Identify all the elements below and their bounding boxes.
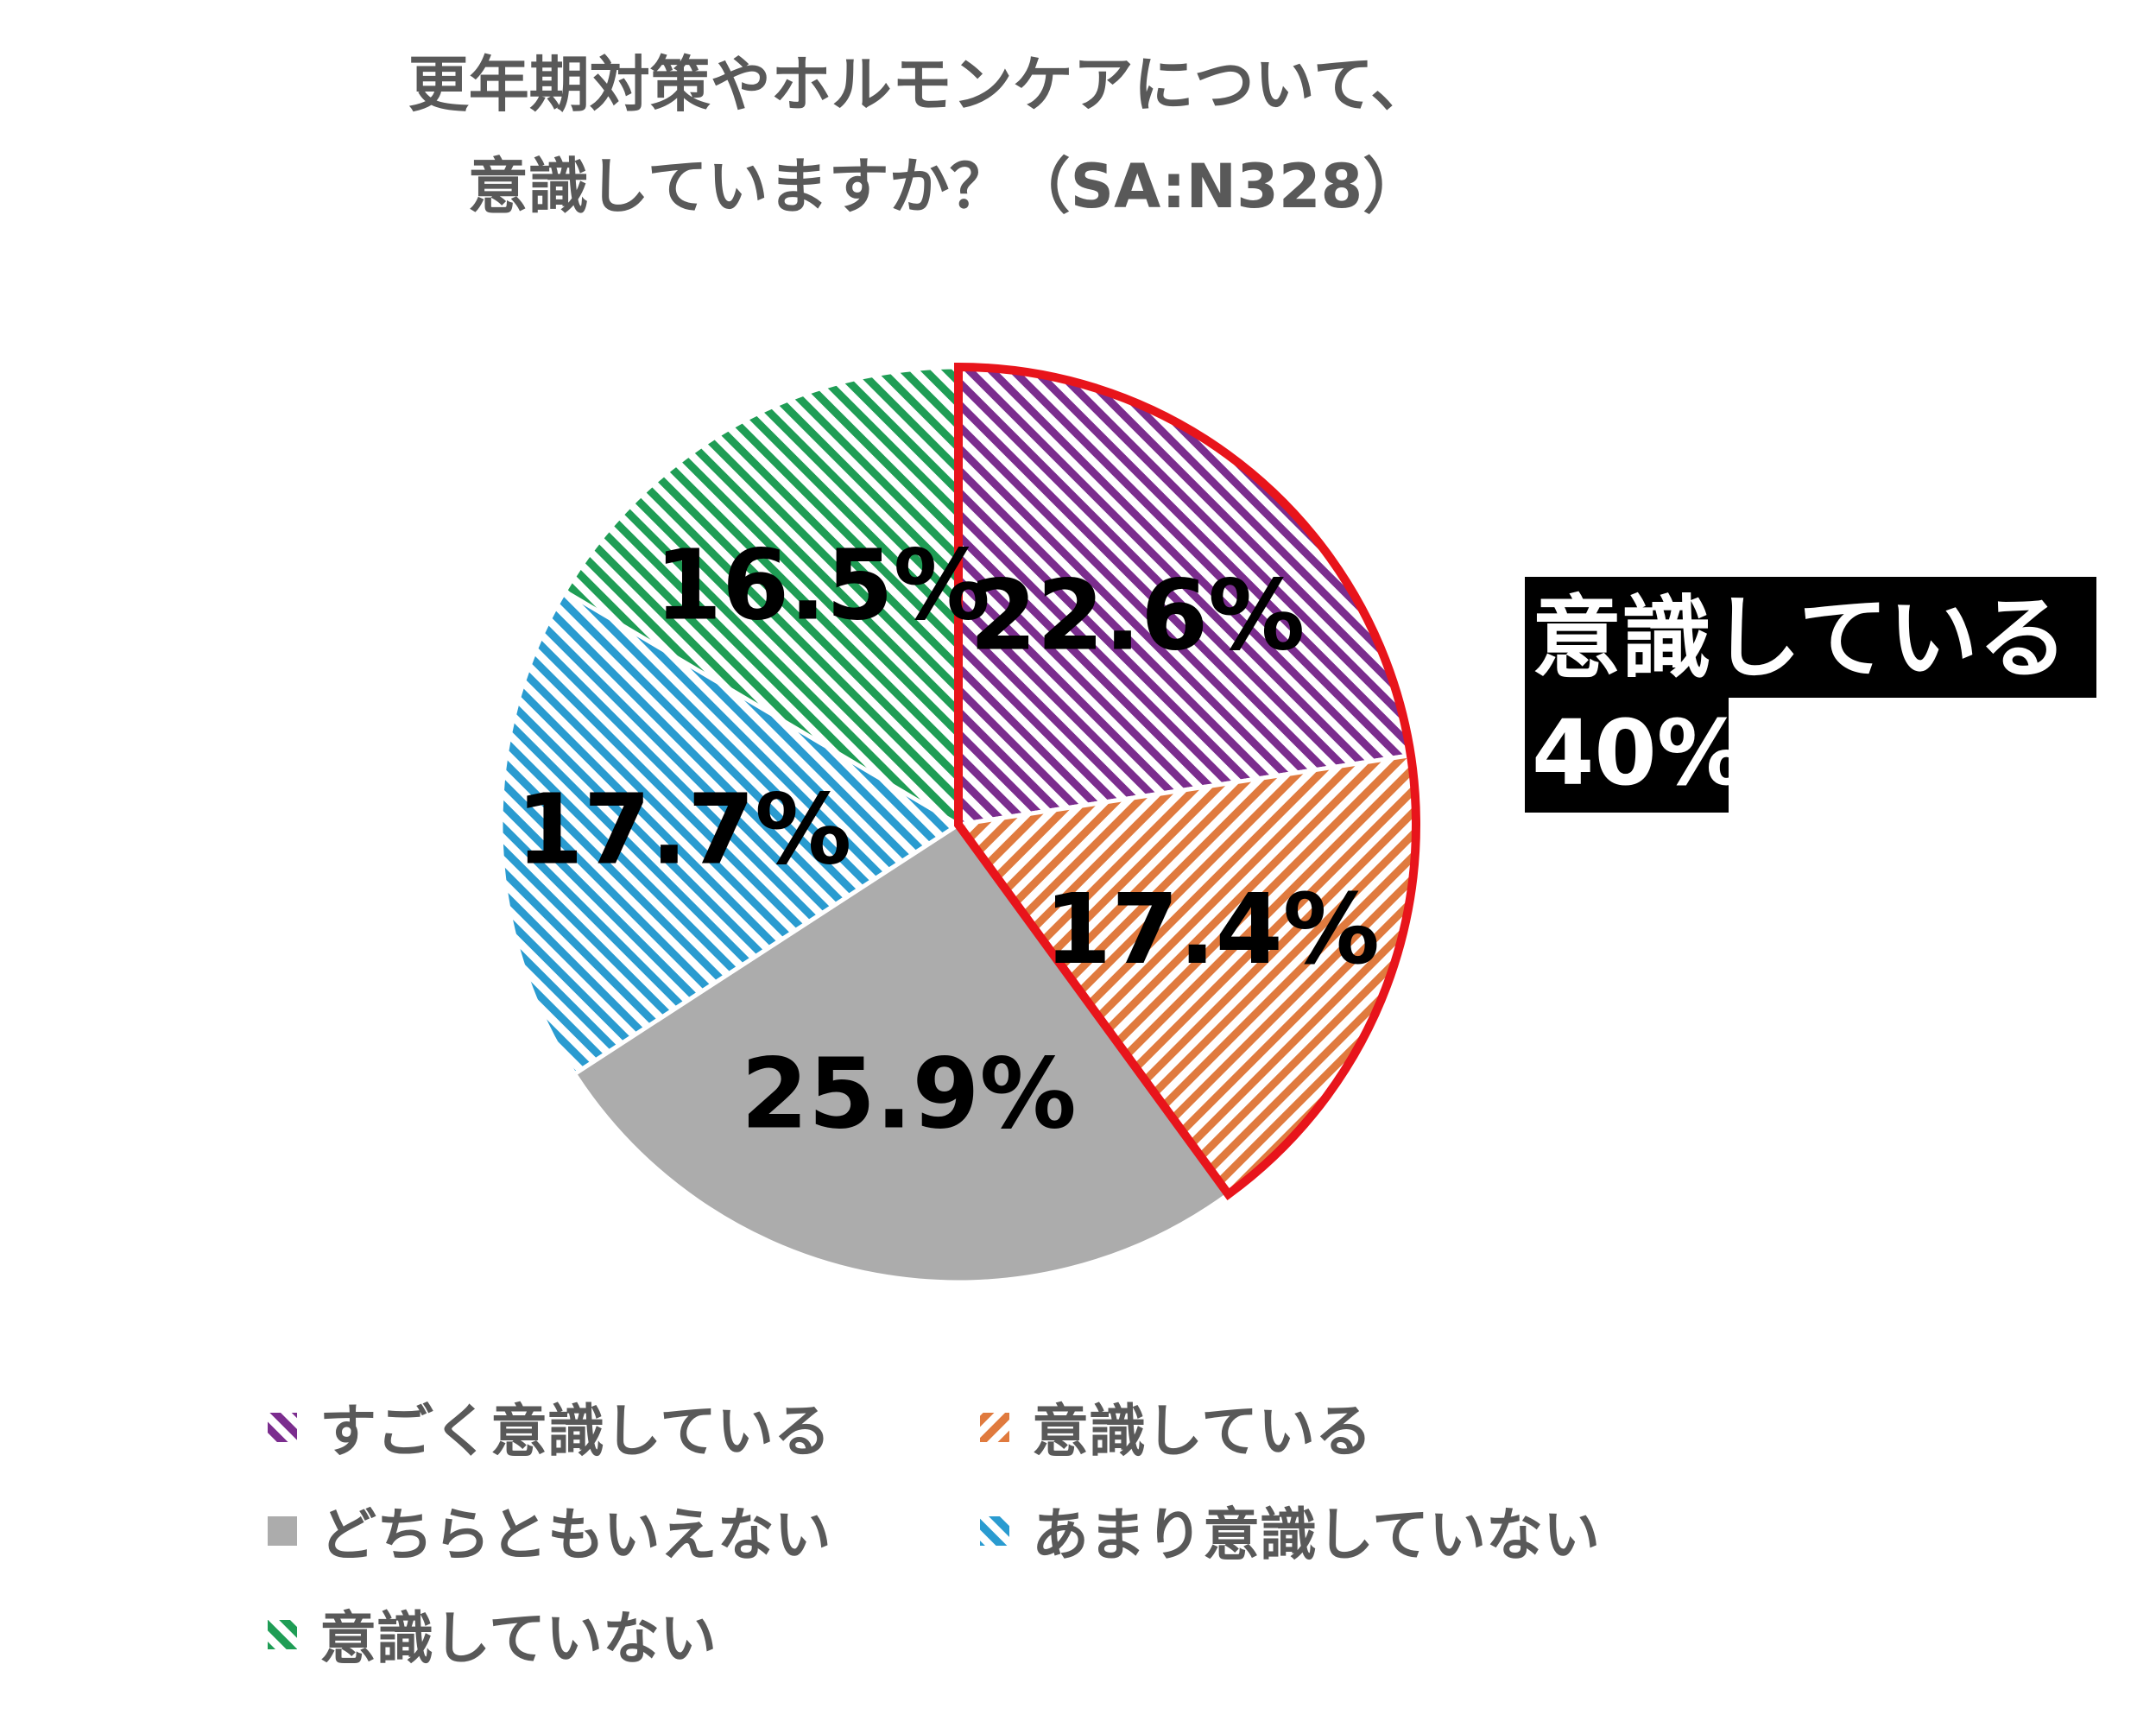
slice-label-4: 16.5%: [654, 530, 990, 642]
callout-line-2: 40%: [1532, 700, 1747, 806]
slice-label-0: 22.6%: [970, 560, 1306, 673]
callout-box-line-2: [1525, 698, 1729, 813]
chart-title-line-2: 意識していますか？（SA:N328）: [468, 151, 1423, 222]
legend-swatch-4: [268, 1620, 297, 1649]
slice-label-1: 17.4%: [1044, 874, 1380, 986]
pie-slices: [498, 364, 1419, 1285]
highlight-outline: [954, 362, 1420, 1200]
slice-4: [561, 364, 961, 829]
legend-swatch-0: [268, 1413, 297, 1442]
callout-box-line-1: [1525, 577, 2096, 698]
legend-label-1: 意識している: [1032, 1398, 1372, 1465]
legend-label-0: すごく意識している: [319, 1398, 831, 1465]
legend-label-2: どちらともいえない: [319, 1502, 831, 1568]
callout: 意識している 40%: [1525, 577, 2096, 813]
slice-3: [498, 588, 963, 1078]
slice-2: [572, 821, 1232, 1285]
slice-labels: 22.6% 17.4% 25.9% 17.7% 16.5%: [516, 530, 1380, 1151]
legend-swatch-2: [268, 1516, 297, 1546]
callout-line-1: 意識している: [1532, 585, 2068, 691]
legend-label-4: 意識していない: [319, 1605, 717, 1672]
slice-label-3: 17.7%: [516, 774, 852, 886]
chart-title-line-1: 更年期対策やホルモンケアについて、: [408, 49, 1431, 120]
legend-swatch-1: [980, 1413, 1009, 1442]
legend-swatch-3: [980, 1516, 1009, 1546]
slice-label-2: 25.9%: [741, 1039, 1077, 1151]
legend-label-3: あまり意識していない: [1032, 1502, 1600, 1568]
